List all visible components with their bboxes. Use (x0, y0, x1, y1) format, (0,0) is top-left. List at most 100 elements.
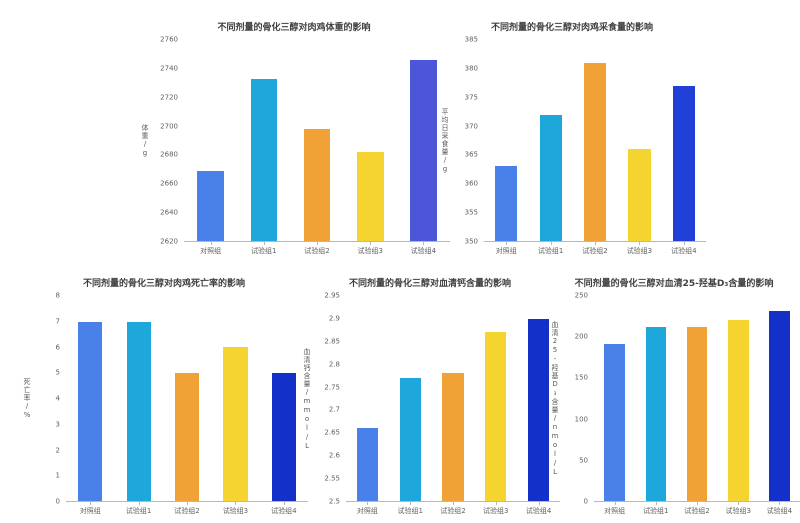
bar-slot (114, 296, 162, 505)
bar-slot (432, 296, 475, 505)
bar-试验组3 (356, 152, 384, 241)
plot-area (346, 296, 560, 505)
chart-title: 不同剂量的骨化三醇对肉鸡采食量的影响 (490, 23, 653, 33)
bar-slot (617, 40, 661, 245)
bar-试验组1 (539, 114, 562, 241)
bar-试验组1 (126, 321, 151, 501)
bar-试验组2 (303, 129, 331, 241)
bar-slot (474, 296, 517, 505)
y-axis-ticks: 2.5 2.55 2.6 2.65 2.7 2.75 2.8 2.85 2.9 2.95 (314, 292, 346, 505)
bar-对照组 (78, 321, 103, 501)
y-tick-label: 6 (55, 343, 60, 351)
x-category-label: 试验组4 (271, 507, 297, 515)
x-category-label: 试验组3 (725, 507, 751, 515)
y-tick-label: 2.9 (328, 314, 340, 323)
bar-对照组 (495, 166, 518, 241)
y-tick-label: 0 (583, 497, 588, 506)
bar-对照组 (356, 428, 379, 501)
y-tick-label: 2640 (160, 208, 178, 217)
bar-slot (389, 296, 432, 505)
x-tick-mark (283, 502, 285, 505)
y-tick-label: 370 (464, 122, 478, 131)
bar-slot (397, 40, 450, 245)
x-category-label: 试验组1 (397, 507, 423, 515)
bar-slot (662, 40, 706, 245)
bar-试验组3 (727, 319, 749, 501)
bar-试验组4 (527, 318, 550, 501)
bar-试验组2 (583, 62, 607, 241)
bar-slot (718, 296, 759, 505)
bar-试验组2 (174, 372, 200, 501)
x-tick-mark (639, 242, 641, 245)
x-category-label: 试验组2 (684, 507, 710, 515)
plot-area (594, 296, 800, 505)
bar-试验组3 (223, 347, 248, 501)
y-axis-label: 死亡率/% (23, 378, 32, 420)
chart-serum-25ohd3: 不同剂量的骨化三醇对血清25-羟基D₃含量的影响 血清25-羟基D₃含量/nmo… (548, 270, 800, 520)
bar-slot (759, 296, 800, 505)
x-category-label: 试验组2 (440, 507, 466, 515)
plot-area (484, 40, 706, 245)
y-tick-label: 4 (55, 394, 60, 403)
x-tick-mark (138, 502, 140, 505)
x-category-label: 对照组 (200, 247, 222, 255)
chart-broiler-weight: 不同剂量的骨化三醇对肉鸡体重的影响 体重/g 2620 2640 2660 2680 2… (138, 14, 450, 260)
x-category-label: 试验组4 (525, 507, 552, 515)
bar-slot (635, 296, 676, 505)
bar-slot (290, 40, 343, 245)
bar-slot (676, 296, 717, 505)
y-tick-label: 2740 (160, 64, 178, 73)
x-tick-mark (683, 242, 685, 245)
y-axis-label: 体重/g (141, 124, 150, 158)
x-axis-labels: 对照组 试验组1 试验组2 试验组3 试验组4 (594, 502, 800, 520)
y-tick-label: 250 (574, 291, 588, 300)
bar-slot (163, 296, 211, 505)
chart-title: 不同剂量的骨化三醇对肉鸡体重的影响 (217, 23, 371, 33)
x-tick-mark (423, 242, 425, 245)
y-tick-label: 355 (464, 208, 478, 217)
y-tick-label: 375 (464, 93, 478, 102)
y-tick-label: 2.5 (328, 497, 340, 506)
y-tick-label: 200 (574, 332, 588, 341)
bar-试验组1 (399, 378, 421, 501)
x-tick-mark (317, 242, 318, 245)
chart-title: 不同剂量的骨化三醇对血清钙含量的影响 (348, 279, 511, 289)
x-tick-mark (779, 502, 781, 505)
y-tick-label: 0 (55, 497, 60, 506)
x-category-label: 试验组3 (357, 247, 383, 255)
x-tick-mark (506, 242, 508, 245)
bar-slot (237, 40, 290, 245)
x-tick-mark (738, 502, 740, 505)
x-category-label: 试验组1 (125, 507, 152, 515)
y-tick-label: 350 (464, 237, 478, 246)
x-tick-mark (367, 502, 369, 505)
plot-area (66, 296, 308, 505)
bar-slot (260, 296, 308, 505)
y-tick-label: 2620 (160, 237, 178, 246)
bar-slot (344, 40, 397, 245)
bar-试验组4 (410, 60, 437, 241)
y-axis-ticks: 2620 2640 2660 2680 2700 2720 2740 2760 (152, 36, 184, 245)
y-tick-label: 100 (574, 415, 588, 424)
y-tick-label: 2.7 (328, 405, 340, 414)
bar-试验组2 (686, 327, 708, 501)
bar-slot (528, 40, 572, 245)
x-tick-mark (410, 502, 412, 505)
x-tick-mark (235, 502, 237, 505)
y-tick-label: 2.85 (324, 337, 340, 346)
chart-mortality-rate: 不同剂量的骨化三醇对肉鸡死亡率的影响 死亡率/% 0 1 2 3 4 5 6 7 8 对照组 试验… (20, 270, 308, 520)
x-tick-mark (538, 502, 540, 505)
bar-对照组 (604, 343, 625, 501)
bar-试验组4 (672, 85, 695, 241)
chart-serum-calcium: 不同剂量的骨化三醇对血清钙含量的影响 血清钙含量/mmol/L 2.5 2.55 2… (300, 270, 560, 520)
bar-slot (484, 40, 528, 245)
bar-slot (66, 296, 114, 505)
x-category-label: 试验组4 (671, 247, 697, 255)
bar-试验组4 (271, 372, 296, 501)
y-tick-label: 1 (55, 471, 60, 480)
x-tick-mark (655, 502, 657, 505)
x-category-label: 试验组3 (483, 507, 509, 515)
y-tick-label: 3 (55, 420, 60, 429)
x-axis-labels: 对照组 试验组1 试验组2 试验组3 试验组4 (484, 242, 706, 260)
bar-对照组 (197, 170, 224, 241)
